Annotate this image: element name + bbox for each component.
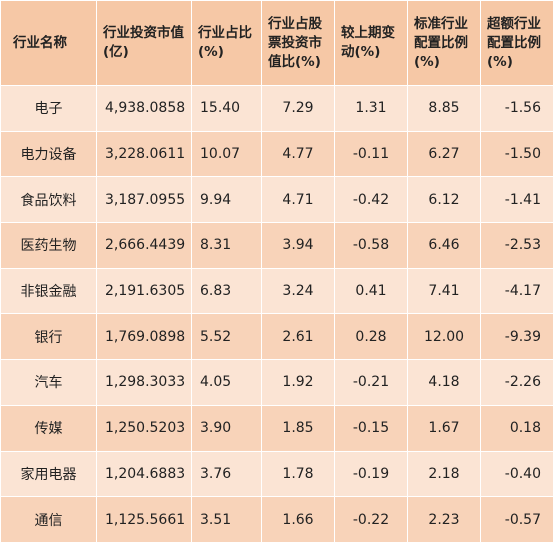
cell-market-value: 1,250.5203: [96, 404, 192, 452]
cell-industry-name: 家用电器: [0, 450, 97, 498]
cell-industry-share: 15.40: [191, 85, 262, 132]
cell-excess-allocation: -1.50: [480, 130, 553, 178]
cell-industry-share: 9.94: [191, 176, 262, 224]
cell-standard-allocation: 2.18: [407, 450, 481, 498]
cell-industry-share: 10.07: [191, 130, 262, 178]
cell-standard-allocation: 6.46: [407, 222, 481, 269]
cell-change-vs-prior: -0.15: [334, 404, 408, 452]
cell-standard-allocation: 4.18: [407, 359, 481, 406]
cell-market-value: 1,298.3033: [96, 359, 192, 406]
cell-market-value: 1,125.5661: [96, 496, 192, 543]
cell-industry-share: 8.31: [191, 222, 262, 269]
table-row: 传媒 1,250.5203 3.90 1.85 -0.15 1.67 0.18: [0, 404, 553, 452]
cell-market-value: 4,938.0858: [96, 85, 192, 132]
cell-excess-allocation: -1.41: [480, 176, 553, 224]
table-row: 银行 1,769.0898 5.52 2.61 0.28 12.00 -9.39: [0, 313, 553, 361]
cell-change-vs-prior: -0.22: [334, 496, 408, 543]
cell-stock-value-share: 3.94: [261, 222, 335, 269]
cell-market-value: 1,204.6883: [96, 450, 192, 498]
cell-excess-allocation: -4.17: [480, 267, 553, 315]
table-row: 通信 1,125.5661 3.51 1.66 -0.22 2.23 -0.57: [0, 496, 553, 543]
table-row: 汽车 1,298.3033 4.05 1.92 -0.21 4.18 -2.26: [0, 359, 553, 406]
cell-industry-name: 电力设备: [0, 130, 97, 178]
table-row: 电力设备 3,228.0611 10.07 4.77 -0.11 6.27 -1…: [0, 130, 553, 178]
table-row: 家用电器 1,204.6883 3.76 1.78 -0.19 2.18 -0.…: [0, 450, 553, 498]
cell-industry-share: 3.51: [191, 496, 262, 543]
cell-industry-name: 银行: [0, 313, 97, 361]
table-row: 电子 4,938.0858 15.40 7.29 1.31 8.85 -1.56: [0, 85, 553, 132]
cell-stock-value-share: 4.71: [261, 176, 335, 224]
header-excess-allocation: 超额行业配置比例(%): [480, 0, 553, 86]
cell-standard-allocation: 6.12: [407, 176, 481, 224]
header-change-vs-prior: 较上期变动(%): [334, 0, 408, 86]
cell-industry-name: 汽车: [0, 359, 97, 406]
cell-industry-name: 电子: [0, 85, 97, 132]
cell-market-value: 1,769.0898: [96, 313, 192, 361]
cell-excess-allocation: -9.39: [480, 313, 553, 361]
header-market-value: 行业投资市值(亿): [96, 0, 192, 86]
cell-excess-allocation: -2.53: [480, 222, 553, 269]
cell-standard-allocation: 1.67: [407, 404, 481, 452]
cell-industry-share: 3.76: [191, 450, 262, 498]
cell-industry-name: 食品饮料: [0, 176, 97, 224]
cell-excess-allocation: -0.57: [480, 496, 553, 543]
header-standard-allocation: 标准行业配置比例(%): [407, 0, 481, 86]
cell-excess-allocation: 0.18: [480, 404, 553, 452]
cell-industry-share: 6.83: [191, 267, 262, 315]
cell-standard-allocation: 7.41: [407, 267, 481, 315]
cell-market-value: 3,228.0611: [96, 130, 192, 178]
cell-industry-name: 通信: [0, 496, 97, 543]
cell-industry-name: 非银金融: [0, 267, 97, 315]
cell-change-vs-prior: -0.42: [334, 176, 408, 224]
table-row: 食品饮料 3,187.0955 9.94 4.71 -0.42 6.12 -1.…: [0, 176, 553, 224]
table-row: 医药生物 2,666.4439 8.31 3.94 -0.58 6.46 -2.…: [0, 222, 553, 269]
cell-stock-value-share: 1.78: [261, 450, 335, 498]
header-stock-value-share: 行业占股票投资市值比(%): [261, 0, 335, 86]
header-industry-name: 行业名称: [0, 0, 97, 86]
cell-standard-allocation: 12.00: [407, 313, 481, 361]
cell-stock-value-share: 2.61: [261, 313, 335, 361]
cell-change-vs-prior: -0.11: [334, 130, 408, 178]
cell-industry-share: 4.05: [191, 359, 262, 406]
cell-standard-allocation: 8.85: [407, 85, 481, 132]
cell-change-vs-prior: -0.19: [334, 450, 408, 498]
cell-change-vs-prior: 1.31: [334, 85, 408, 132]
cell-standard-allocation: 6.27: [407, 130, 481, 178]
cell-standard-allocation: 2.23: [407, 496, 481, 543]
cell-market-value: 2,191.6305: [96, 267, 192, 315]
cell-stock-value-share: 1.92: [261, 359, 335, 406]
cell-excess-allocation: -0.40: [480, 450, 553, 498]
cell-excess-allocation: -1.56: [480, 85, 553, 132]
cell-change-vs-prior: 0.28: [334, 313, 408, 361]
cell-industry-share: 5.52: [191, 313, 262, 361]
cell-industry-name: 传媒: [0, 404, 97, 452]
header-row: 行业名称 行业投资市值(亿) 行业占比(%) 行业占股票投资市值比(%) 较上期…: [0, 0, 553, 86]
cell-stock-value-share: 1.66: [261, 496, 335, 543]
cell-market-value: 3,187.0955: [96, 176, 192, 224]
header-industry-share: 行业占比(%): [191, 0, 262, 86]
cell-change-vs-prior: 0.41: [334, 267, 408, 315]
cell-stock-value-share: 3.24: [261, 267, 335, 315]
cell-stock-value-share: 7.29: [261, 85, 335, 132]
cell-market-value: 2,666.4439: [96, 222, 192, 269]
cell-change-vs-prior: -0.58: [334, 222, 408, 269]
table-row: 非银金融 2,191.6305 6.83 3.24 0.41 7.41 -4.1…: [0, 267, 553, 315]
cell-excess-allocation: -2.26: [480, 359, 553, 406]
cell-industry-name: 医药生物: [0, 222, 97, 269]
cell-stock-value-share: 4.77: [261, 130, 335, 178]
cell-change-vs-prior: -0.21: [334, 359, 408, 406]
cell-industry-share: 3.90: [191, 404, 262, 452]
cell-stock-value-share: 1.85: [261, 404, 335, 452]
